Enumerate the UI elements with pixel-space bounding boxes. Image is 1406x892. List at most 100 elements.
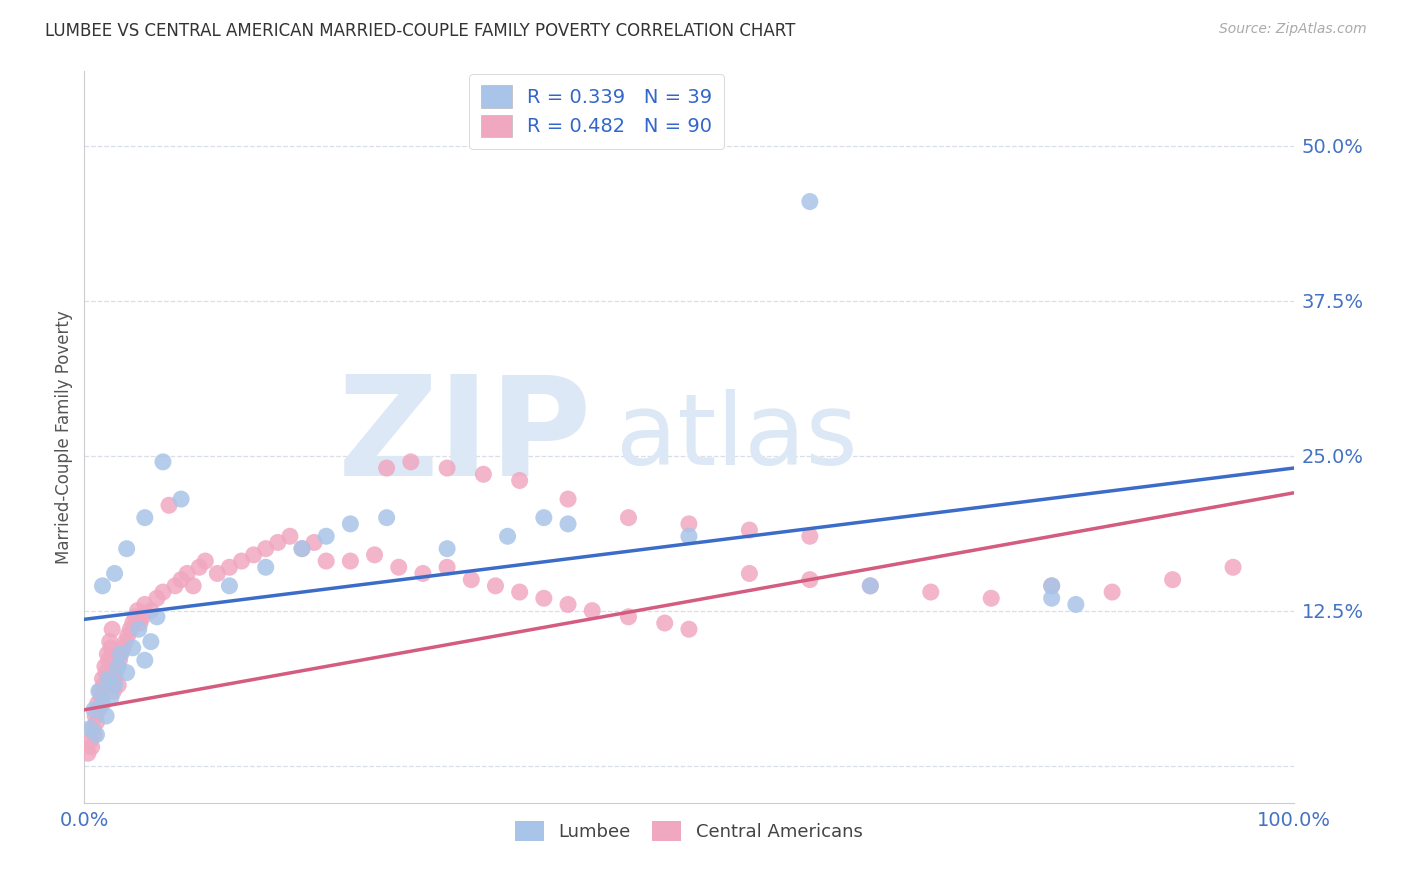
- Point: [105, 659, 128, 673]
- Point: [157, 498, 180, 512]
- Point: [120, 622, 142, 636]
- Point: [146, 591, 169, 606]
- Point: [218, 579, 240, 593]
- Point: [96, 647, 118, 661]
- Point: [176, 566, 198, 581]
- Point: [94, 665, 117, 680]
- Point: [557, 491, 579, 506]
- Point: [302, 535, 325, 549]
- Point: [87, 703, 110, 717]
- Point: [188, 560, 211, 574]
- Point: [339, 554, 361, 568]
- Point: [315, 529, 337, 543]
- Point: [315, 554, 337, 568]
- Point: [678, 622, 700, 636]
- Point: [678, 529, 700, 543]
- Point: [617, 610, 640, 624]
- Point: [194, 554, 217, 568]
- Point: [104, 672, 127, 686]
- Point: [89, 684, 111, 698]
- Point: [83, 728, 105, 742]
- Point: [139, 604, 162, 618]
- Point: [533, 591, 555, 606]
- Point: [436, 461, 458, 475]
- Point: [110, 647, 132, 661]
- Point: [124, 610, 146, 624]
- Text: LUMBEE VS CENTRAL AMERICAN MARRIED-COUPLE FAMILY POVERTY CORRELATION CHART: LUMBEE VS CENTRAL AMERICAN MARRIED-COUPL…: [45, 22, 796, 40]
- Point: [207, 566, 229, 581]
- Point: [91, 579, 114, 593]
- Point: [170, 573, 193, 587]
- Point: [267, 535, 290, 549]
- Point: [112, 640, 135, 655]
- Point: [94, 659, 117, 673]
- Point: [152, 455, 174, 469]
- Point: [557, 516, 579, 531]
- Point: [254, 560, 277, 574]
- Point: [738, 566, 761, 581]
- Point: [509, 474, 531, 488]
- Point: [139, 634, 162, 648]
- Point: [83, 703, 105, 717]
- Point: [152, 585, 174, 599]
- Point: [104, 665, 127, 680]
- Point: [218, 560, 240, 574]
- Point: [115, 541, 138, 556]
- Text: atlas: atlas: [616, 389, 858, 485]
- Point: [799, 529, 821, 543]
- Point: [617, 510, 640, 524]
- Point: [93, 678, 115, 692]
- Point: [1064, 598, 1087, 612]
- Point: [859, 579, 882, 593]
- Point: [86, 715, 108, 730]
- Point: [1040, 579, 1063, 593]
- Point: [1040, 579, 1063, 593]
- Point: [87, 684, 110, 698]
- Point: [339, 516, 361, 531]
- Point: [127, 604, 149, 618]
- Point: [254, 541, 277, 556]
- Point: [1101, 585, 1123, 599]
- Text: Source: ZipAtlas.com: Source: ZipAtlas.com: [1219, 22, 1367, 37]
- Point: [100, 690, 122, 705]
- Point: [114, 634, 136, 648]
- Y-axis label: Married-Couple Family Poverty: Married-Couple Family Poverty: [55, 310, 73, 564]
- Point: [86, 697, 108, 711]
- Point: [460, 573, 482, 587]
- Point: [799, 194, 821, 209]
- Text: ZIP: ZIP: [337, 369, 592, 505]
- Point: [91, 697, 114, 711]
- Point: [859, 579, 882, 593]
- Point: [436, 560, 458, 574]
- Point: [110, 647, 132, 661]
- Point: [375, 461, 398, 475]
- Point: [146, 610, 169, 624]
- Point: [121, 640, 143, 655]
- Point: [581, 604, 603, 618]
- Point: [115, 665, 138, 680]
- Point: [799, 573, 821, 587]
- Point: [557, 598, 579, 612]
- Legend: Lumbee, Central Americans: Lumbee, Central Americans: [508, 814, 870, 848]
- Point: [484, 579, 506, 593]
- Point: [97, 653, 120, 667]
- Point: [129, 615, 152, 630]
- Point: [98, 634, 121, 648]
- Point: [104, 566, 127, 581]
- Point: [291, 541, 314, 556]
- Point: [278, 529, 301, 543]
- Point: [86, 728, 108, 742]
- Point: [412, 566, 434, 581]
- Point: [91, 672, 114, 686]
- Point: [117, 628, 139, 642]
- Point: [1222, 560, 1244, 574]
- Point: [79, 734, 101, 748]
- Point: [100, 640, 122, 655]
- Point: [80, 739, 103, 754]
- Point: [82, 722, 104, 736]
- Point: [84, 709, 107, 723]
- Point: [107, 659, 129, 673]
- Point: [79, 722, 101, 736]
- Point: [980, 591, 1002, 606]
- Point: [94, 709, 117, 723]
